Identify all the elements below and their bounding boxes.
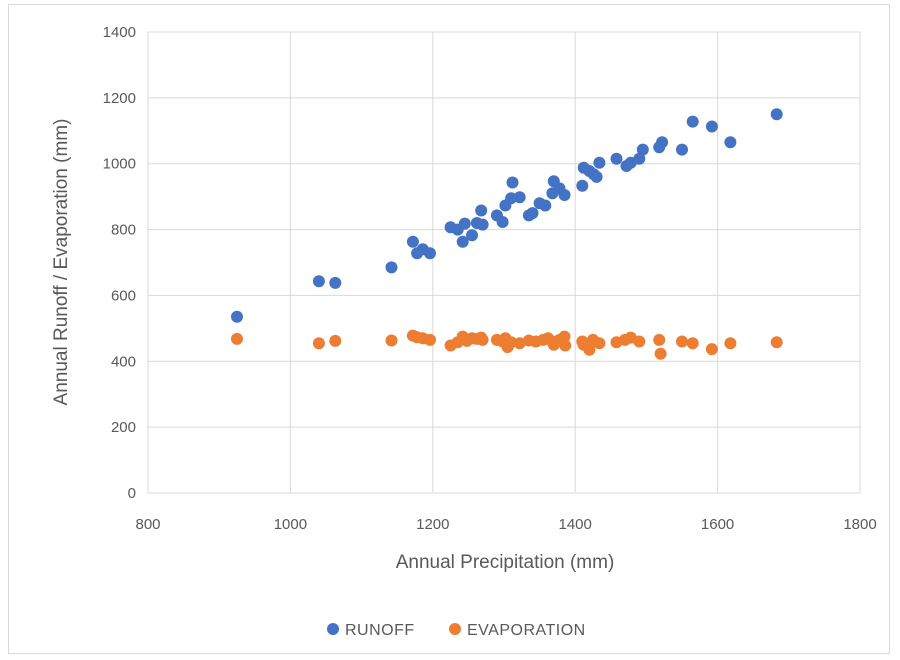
- data-points: [231, 108, 783, 360]
- runoff-point: [610, 152, 623, 165]
- runoff-point: [329, 276, 342, 289]
- runoff-point: [231, 310, 243, 323]
- legend: RUNOFF EVAPORATION: [327, 622, 586, 639]
- y-tick-label: 1400: [103, 24, 136, 41]
- evaporation-point: [558, 330, 571, 343]
- evaporation-point: [633, 335, 646, 348]
- x-tick-labels: 800 1000 1200 1400 1600 1800: [135, 516, 876, 533]
- runoff-point: [656, 136, 669, 149]
- legend-label-runoff: RUNOFF: [345, 622, 415, 639]
- runoff-point: [406, 235, 419, 248]
- runoff-point: [506, 176, 519, 189]
- evaporation-point: [385, 334, 398, 347]
- y-tick-label: 600: [111, 287, 136, 304]
- y-tick-label: 1000: [103, 156, 136, 173]
- runoff-point: [539, 199, 552, 212]
- runoff-point: [633, 152, 646, 165]
- runoff-point: [496, 216, 509, 228]
- runoff-point: [558, 189, 571, 201]
- x-tick-label: 1200: [416, 516, 449, 533]
- evaporation-point: [329, 334, 342, 347]
- x-axis-title: Annual Precipitation (mm): [396, 552, 615, 573]
- evaporation-point: [583, 343, 596, 356]
- evaporation-point: [686, 337, 699, 350]
- series-evaporation: [231, 329, 783, 360]
- evaporation-point: [559, 339, 572, 352]
- runoff-point: [705, 120, 718, 133]
- gridlines: [147, 31, 861, 494]
- runoff-point: [576, 179, 589, 192]
- y-tick-label: 0: [128, 485, 136, 502]
- evaporation-point: [654, 347, 667, 360]
- evaporation-point: [770, 336, 783, 349]
- y-tick-label: 1200: [103, 90, 136, 107]
- runoff-point: [770, 108, 783, 121]
- x-tick-label: 1000: [274, 516, 307, 533]
- y-axis-title: Annual Runoff / Evaporation (mm): [51, 119, 72, 406]
- runoff-point: [636, 143, 649, 156]
- runoff-point: [475, 204, 488, 217]
- runoff-point: [312, 275, 325, 288]
- legend-label-evaporation: EVAPORATION: [467, 622, 586, 639]
- runoff-point: [526, 207, 539, 220]
- evaporation-point: [593, 337, 606, 350]
- runoff-point: [476, 218, 489, 231]
- legend-marker-evaporation: [449, 623, 461, 635]
- runoff-point: [458, 217, 471, 230]
- chart-frame: [8, 4, 890, 654]
- y-tick-label: 800: [111, 222, 136, 239]
- evaporation-point: [705, 343, 718, 356]
- x-tick-label: 1600: [701, 516, 734, 533]
- evaporation-point: [653, 333, 666, 346]
- evaporation-point: [676, 335, 688, 348]
- x-tick-label: 1800: [843, 516, 876, 533]
- runoff-point: [593, 156, 606, 169]
- legend-marker-runoff: [327, 623, 339, 635]
- series-runoff: [231, 108, 783, 323]
- runoff-point: [676, 143, 688, 156]
- evaporation-point: [424, 333, 436, 346]
- evaporation-point: [476, 333, 489, 346]
- runoff-point: [686, 115, 699, 128]
- y-tick-label: 200: [111, 419, 136, 436]
- runoff-point: [424, 247, 436, 260]
- runoff-point: [590, 170, 603, 183]
- evaporation-point: [231, 332, 243, 345]
- evaporation-point: [312, 337, 325, 350]
- runoff-point: [385, 261, 398, 274]
- x-tick-label: 800: [135, 516, 160, 533]
- evaporation-point: [513, 337, 526, 350]
- x-tick-label: 1400: [559, 516, 592, 533]
- evaporation-point: [724, 337, 737, 350]
- runoff-point: [466, 229, 478, 242]
- runoff-point: [513, 191, 526, 204]
- y-tick-labels: 0 200 400 600 800 1000 1200 1400: [103, 24, 136, 502]
- y-tick-label: 400: [111, 353, 136, 370]
- runoff-point: [456, 235, 469, 248]
- runoff-point: [724, 136, 737, 149]
